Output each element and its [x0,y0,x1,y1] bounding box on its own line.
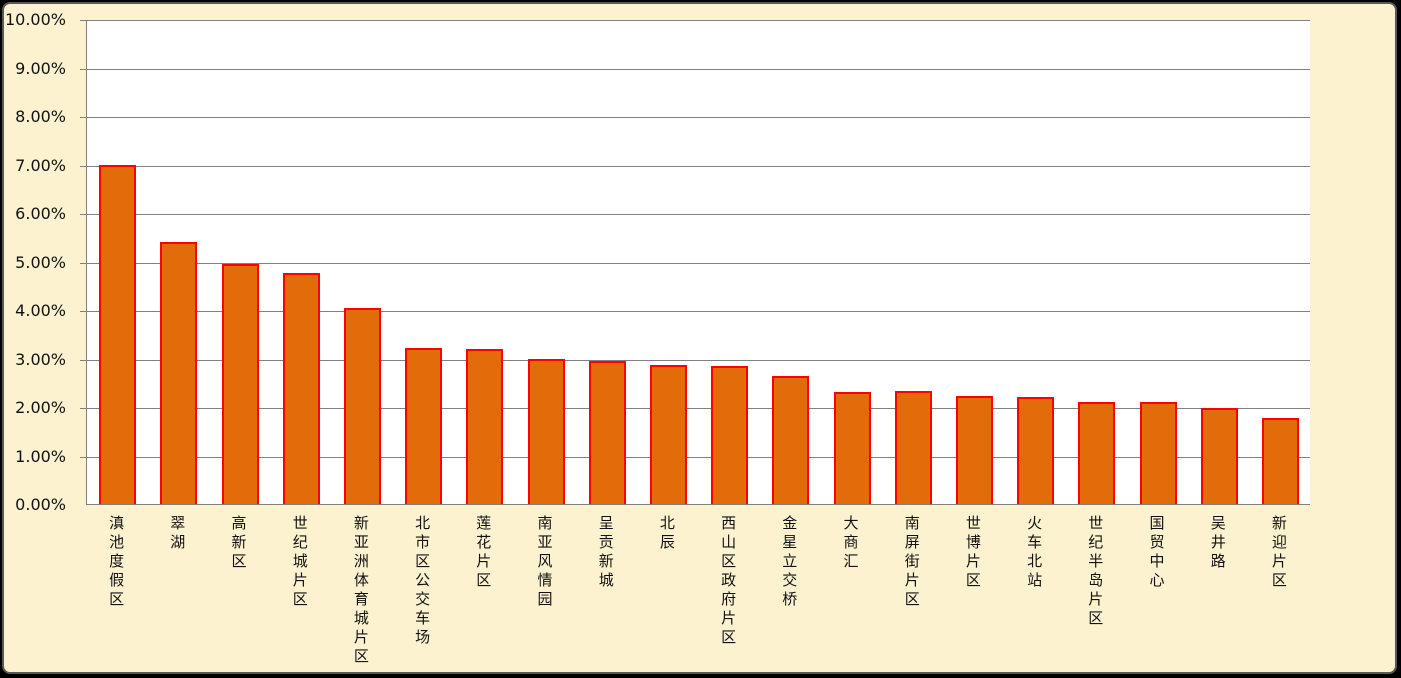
y-tick-label: 2.00% [15,398,66,417]
y-tick-label: 1.00% [15,446,66,466]
x-tick-label-text: 南亚风情园 [535,515,554,610]
gridline [80,408,1310,409]
x-tick-label-text: 新迎片区 [1269,515,1288,591]
bar-南亚风情园 [527,359,565,504]
x-tick-label: 滇池度假区 [86,515,148,610]
x-tick-label-text: 高新区 [229,515,248,572]
x-tick-label-text: 世纪半岛片区 [1086,515,1105,629]
x-tick-label: 世纪半岛片区 [1065,515,1127,629]
x-tick-label-text: 西山区政府片区 [719,515,738,648]
bar-世纪半岛片区 [1078,402,1116,504]
plot-area [80,20,1310,505]
bar-吴井路 [1200,407,1238,504]
y-tick-label: 3.00% [15,349,66,369]
x-tick-label: 世博片区 [942,515,1004,591]
y-tick-label: 0.00% [15,495,66,514]
gridline [80,311,1310,312]
bar-国贸中心 [1139,401,1177,504]
x-tick-label-text: 翠湖 [168,515,187,553]
x-tick-label-text: 莲花片区 [474,515,493,591]
x-tick-label: 大商汇 [820,515,882,572]
x-tick-label: 新迎片区 [1248,515,1310,591]
bar-西山区政府片区 [711,366,749,504]
y-tick-label: 9.00% [15,58,66,78]
bar-世纪城片区 [282,273,320,504]
bar-金星立交桥 [772,376,810,504]
gridline [80,456,1310,458]
x-tick-label: 南屏街片区 [881,515,943,610]
x-tick-label-text: 呈贡新城 [596,515,615,591]
y-tick-label: 10.00% [4,10,66,29]
gridline [80,214,1310,215]
x-tick-label-text: 北市区公交车场 [413,515,432,648]
gridline [80,359,1310,361]
y-tick-label: 4.00% [15,301,66,320]
x-tick-label-text: 北辰 [657,515,676,553]
y-tick-label: 5.00% [15,252,66,272]
x-tick-label: 高新区 [208,515,270,572]
bar-高新区 [221,264,259,504]
y-tick-label: 6.00% [15,204,66,223]
x-tick-label-text: 滇池度假区 [107,515,126,610]
x-tick-label-text: 世纪城片区 [290,515,309,610]
y-tick-label: 7.00% [15,155,66,175]
gridline [80,165,1310,167]
x-tick-label-text: 南屏街片区 [902,515,921,610]
bar-翠湖 [160,242,198,504]
x-tick-label-text: 大商汇 [841,515,860,572]
x-tick-label: 西山区政府片区 [698,515,760,648]
x-axis: 滇池度假区 翠湖 高新区 世纪城片区 新亚洲体育城片区 北市区公交车场 莲花片区 南亚风情园 呈… [86,515,1310,673]
x-tick-label-text: 新亚洲体育城片区 [351,515,370,667]
x-tick-label-text: 国贸中心 [1147,515,1166,591]
bar-北辰 [649,364,687,504]
gridline [80,117,1310,118]
x-tick-label: 新亚洲体育城片区 [330,515,392,667]
gridline [80,20,1310,21]
x-tick-label: 火车北站 [1004,515,1066,591]
gridline [80,262,1310,264]
bar-滇池度假区 [99,164,137,504]
bar-新亚洲体育城片区 [343,308,381,504]
x-tick-label: 莲花片区 [453,515,515,591]
x-tick-label: 呈贡新城 [575,515,637,591]
x-tick-label-text: 世博片区 [963,515,982,591]
bar-莲花片区 [466,349,504,504]
x-tick-label-text: 火车北站 [1025,515,1044,591]
x-tick-label: 金星立交桥 [759,515,821,610]
x-tick-label-text: 吴井路 [1208,515,1227,572]
bar-南屏街片区 [894,391,932,504]
x-tick-label: 国贸中心 [1126,515,1188,591]
x-tick-label: 世纪城片区 [269,515,331,610]
x-tick-label: 吴井路 [1187,515,1249,572]
x-tick-label: 南亚风情园 [514,515,576,610]
x-tick-label: 北辰 [636,515,698,553]
x-tick-label-text: 金星立交桥 [780,515,799,610]
bar-火车北站 [1017,397,1055,504]
y-axis: 0.00% 1.00% 2.00% 3.00% 4.00% 5.00% 6.00% 7.00%… [4,11,66,514]
bar-世博片区 [955,395,993,504]
gridline [80,68,1310,70]
bar-呈贡新城 [588,361,626,504]
y-tick-label: 8.00% [15,107,66,126]
bar-新迎片区 [1261,417,1299,504]
bar-北市区公交车场 [405,347,443,504]
x-tick-label: 北市区公交车场 [392,515,454,648]
x-tick-label: 翠湖 [147,515,209,553]
bar-大商汇 [833,391,871,504]
